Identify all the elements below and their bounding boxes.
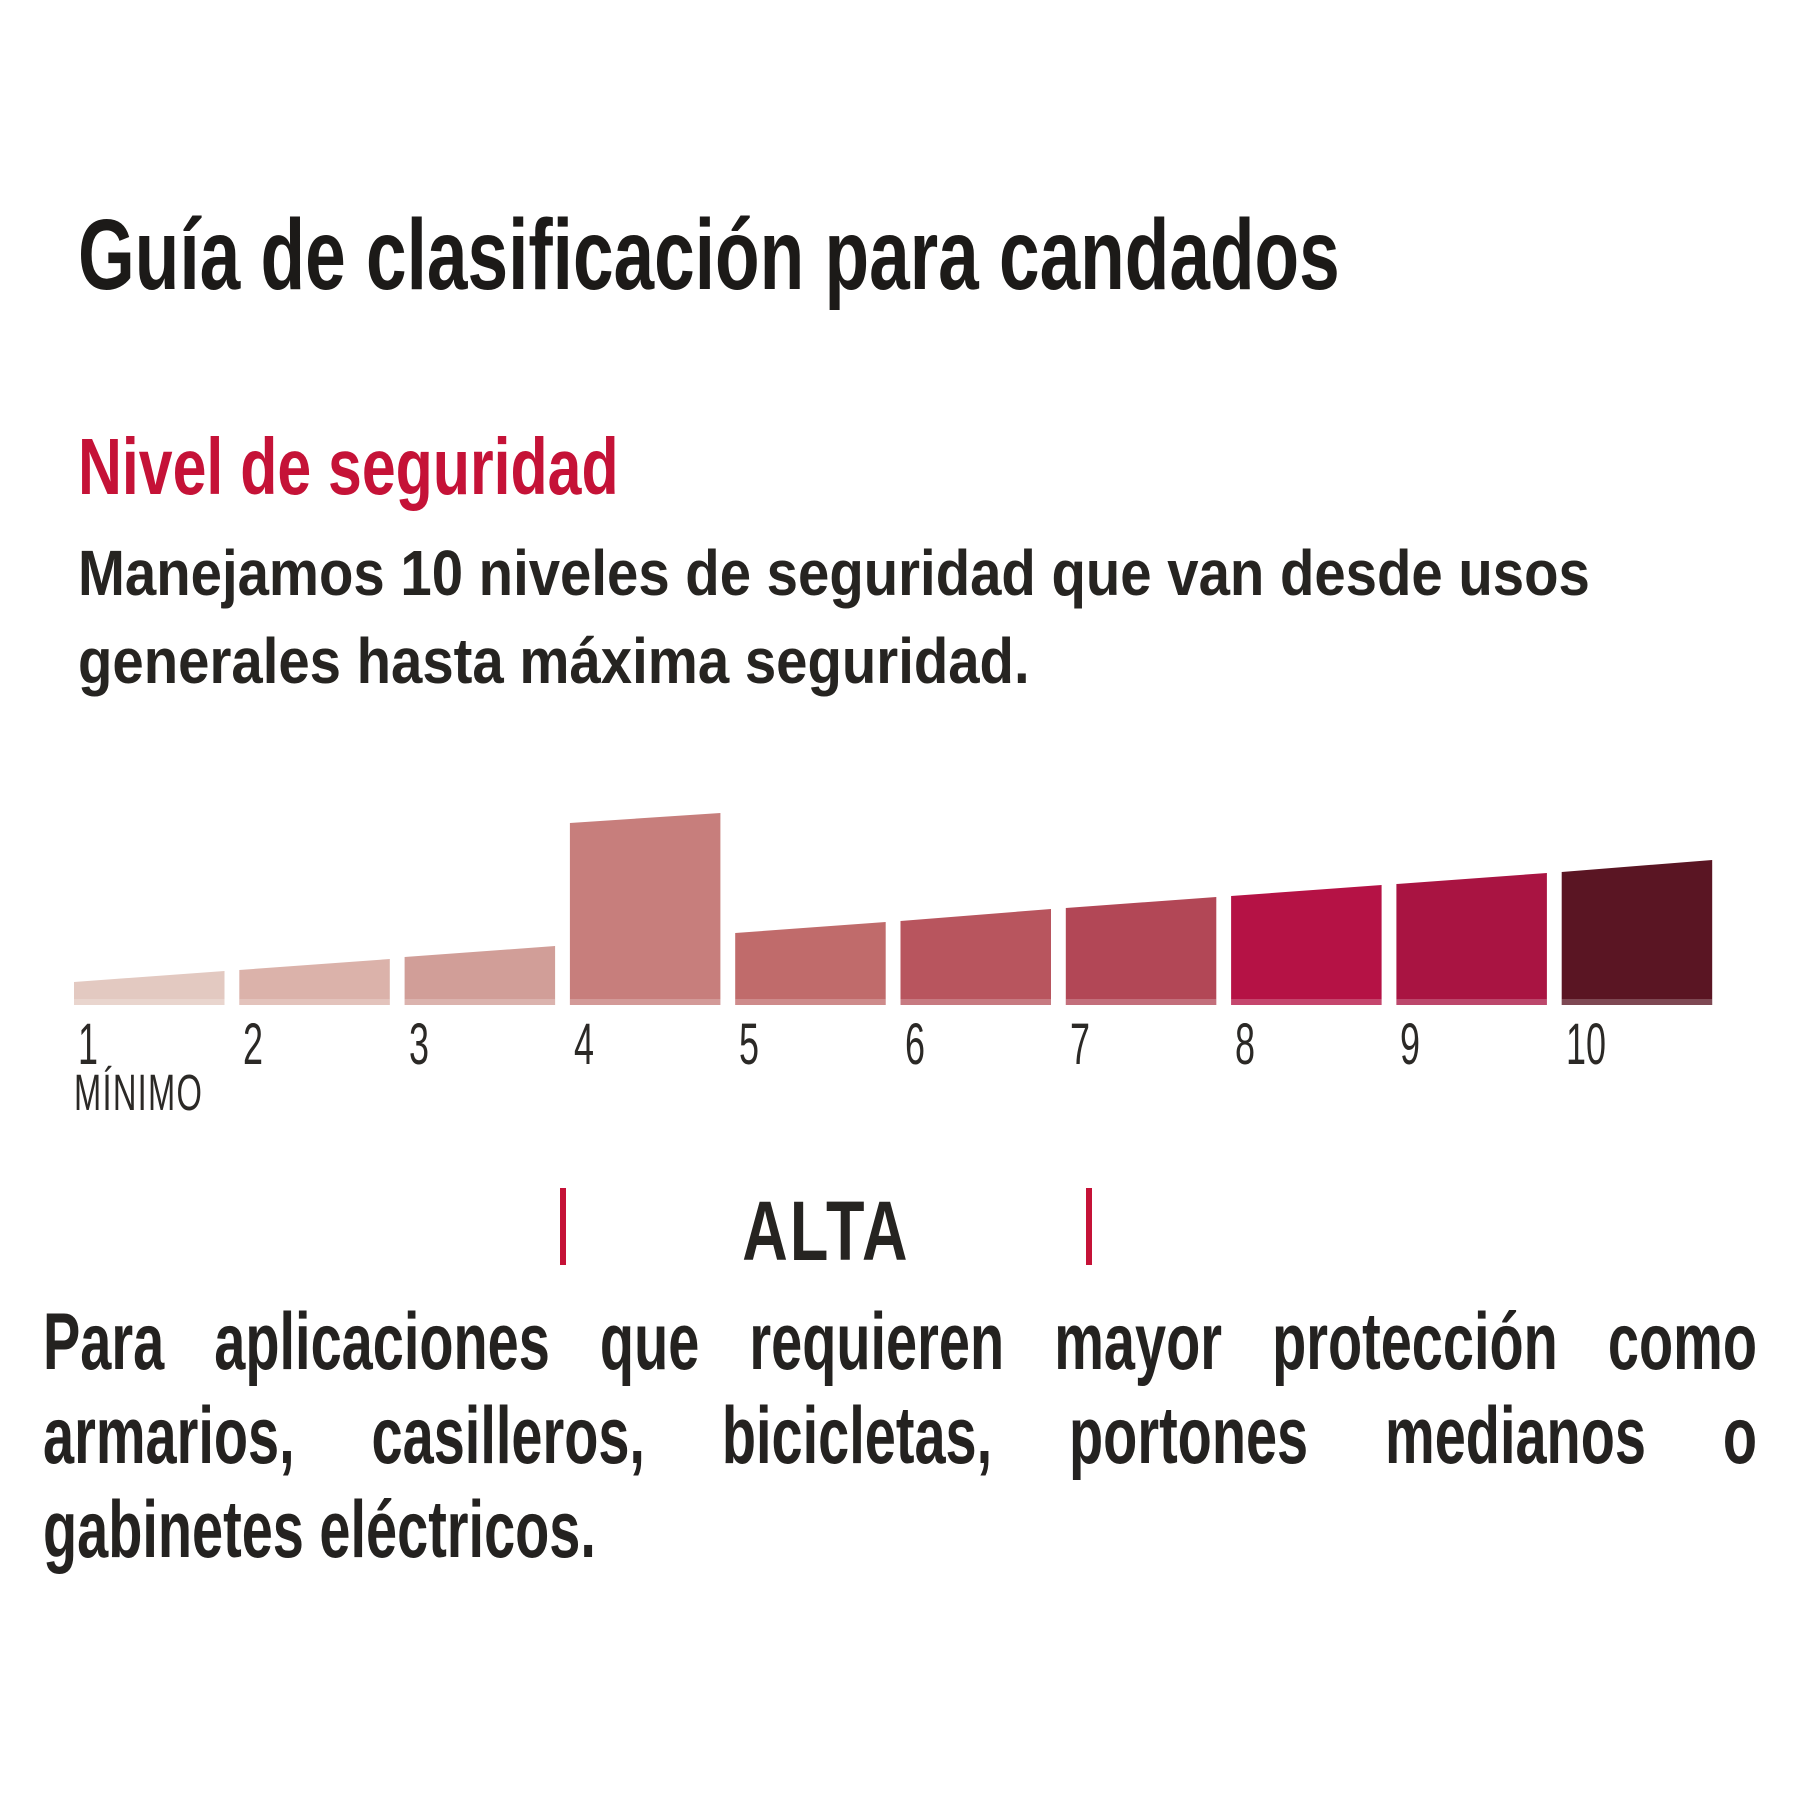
description-line-3: gabinetes eléctricos. [43, 1485, 596, 1575]
x-axis-label-3: 3 [408, 1012, 429, 1077]
intro-line-2: generales hasta máxima seguridad. [78, 625, 1030, 697]
axis-min-label: MÍNIMO [74, 1064, 204, 1121]
chart-bar-level-10 [1561, 860, 1713, 1005]
section-heading: Nivel de seguridad [78, 422, 619, 511]
x-axis-label-8: 8 [1235, 1012, 1256, 1077]
chart-bar-level-6 [900, 909, 1051, 1005]
x-axis-label-10: 10 [1565, 1012, 1606, 1077]
x-axis-label-9: 9 [1400, 1012, 1421, 1077]
chart-bar-base-sheen-6 [900, 999, 1051, 1005]
page-title: Guía de clasificación para candados [78, 199, 1340, 311]
chart-bar-base-sheen-10 [1561, 999, 1713, 1005]
chart-bar-level-1 [74, 971, 225, 1005]
intro-line-1: Manejamos 10 niveles de seguridad que va… [78, 537, 1590, 609]
chart-bar-level-9 [1396, 873, 1547, 1005]
chart-bar-level-3 [404, 946, 556, 1005]
range-left-tick [560, 1188, 566, 1265]
chart-bar-base-sheen-8 [1231, 999, 1382, 1005]
chart-bar-level-7 [1065, 897, 1217, 1005]
range-label: ALTA [742, 1184, 910, 1278]
chart-bar-base-sheen-9 [1396, 999, 1547, 1005]
chart-bar-base-sheen-5 [735, 999, 886, 1005]
x-axis-label-2: 2 [243, 1012, 264, 1077]
chart-bar-level-8 [1231, 885, 1382, 1005]
x-axis-label-5: 5 [739, 1012, 760, 1077]
chart-bar-level-4 [569, 813, 721, 1005]
chart-bar-base-sheen-3 [404, 999, 556, 1005]
chart-bar-base-sheen-7 [1065, 999, 1217, 1005]
description-paragraph: Para aplicaciones que requieren mayor pr… [43, 1295, 1757, 1577]
chart-bar-base-sheen-2 [239, 999, 390, 1005]
x-axis-label-6: 6 [904, 1012, 925, 1077]
chart-bar-base-sheen-4 [569, 999, 721, 1005]
x-axis-label-1: 1 [78, 1012, 99, 1077]
chart-bar-level-2 [239, 959, 390, 1005]
x-axis-label-4: 4 [573, 1012, 594, 1077]
chart-bar-level-5 [735, 922, 886, 1005]
x-axis-label-7: 7 [1069, 1012, 1090, 1077]
intro-paragraph: Manejamos 10 niveles de seguridad que va… [78, 529, 1590, 705]
description-line-1: Para aplicaciones que requieren mayor pr… [43, 1297, 1757, 1387]
range-right-tick [1086, 1188, 1092, 1265]
chart-bar-base-sheen-1 [74, 999, 225, 1005]
description-line-2: armarios, casilleros, bicicletas, porton… [43, 1391, 1757, 1481]
